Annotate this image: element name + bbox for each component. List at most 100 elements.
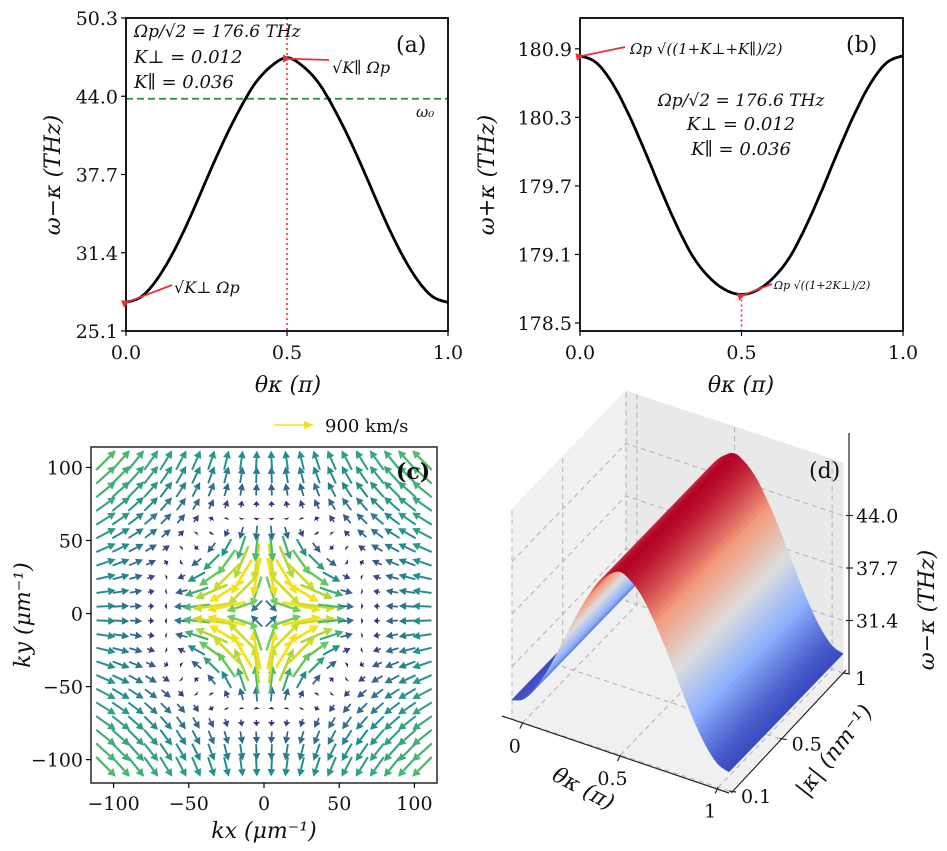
panel-d-3d-axes: 31.4 37.7 44.0 0 0.5 1 0.1 0.5 1 <box>501 389 898 822</box>
quiver-arrow-shaft <box>285 457 289 470</box>
quiver-arrow <box>95 512 116 526</box>
quiver-arrow-head <box>121 512 130 521</box>
quiver-arrow-shaft <box>389 501 401 512</box>
quiver-arrow-head <box>412 722 421 731</box>
annotation-min-arrow <box>736 283 773 301</box>
quiver-arrow <box>398 587 416 596</box>
quiver-arrow <box>398 660 416 669</box>
quiver-arrow-head <box>209 625 220 634</box>
quiver-arrow-head <box>107 768 116 777</box>
quiver-arrow-shaft <box>374 729 385 741</box>
quiver-arrow <box>207 450 216 471</box>
quiver-arrow-shaft <box>373 756 385 772</box>
y-tick-label: 37.7 <box>76 165 118 187</box>
quiver-arrow-head <box>356 706 365 714</box>
x-tick-label: 0.5 <box>726 342 756 364</box>
quiver-arrow-head <box>135 450 145 460</box>
quiver-arrow-head <box>371 660 380 668</box>
quiver-arrow-head <box>121 543 130 551</box>
quiver-arrow-head <box>223 517 230 521</box>
quiver-arrow-shaft <box>388 470 401 485</box>
quiver-arrow-head <box>135 497 144 505</box>
quiver-arrow-head <box>398 617 407 625</box>
quiver-arrow-shaft <box>128 561 137 567</box>
quiver-arrow-shaft <box>404 687 417 697</box>
quiver-arrow <box>298 499 306 509</box>
quiver-arrow-shaft <box>146 576 150 580</box>
k-tick <box>842 672 851 675</box>
quiver-arrow-head <box>178 545 183 551</box>
quiver-arrow-head <box>314 720 321 728</box>
quiver-arrow <box>164 646 168 653</box>
quiver-arrow <box>217 652 237 678</box>
quiver-arrow-head <box>207 614 217 624</box>
quiver-arrow-shaft <box>208 504 212 510</box>
quiver-arrow-head <box>355 768 364 777</box>
quiver-arrow-head <box>337 616 346 625</box>
quiver-arrow-head <box>357 529 365 537</box>
quiver-arrow-shaft <box>299 583 326 597</box>
quiver-arrow-shaft <box>403 515 417 526</box>
quiver-arrow-shaft <box>211 542 216 548</box>
quiver-arrow-shaft <box>417 470 433 485</box>
quiver-arrow-shaft <box>159 756 170 771</box>
quiver-arrow-shaft <box>95 687 110 697</box>
quiver-arrow-head <box>187 574 197 582</box>
quiver-arrow-shaft <box>347 690 351 694</box>
quiver-arrow <box>329 531 335 536</box>
quiver-arrow <box>383 742 401 762</box>
quiver-arrow-head <box>312 752 320 761</box>
quiver-arrow <box>143 497 158 512</box>
quiver-arrow-head <box>323 591 333 600</box>
quiver-arrow <box>268 720 275 727</box>
quiver-arrow <box>370 688 384 699</box>
quiver-arrow <box>237 757 246 777</box>
quiver-arrow <box>252 525 261 541</box>
param-k-par: K∥ = 0.036 <box>690 139 791 160</box>
quiver-arrow-shaft <box>307 553 320 566</box>
quiver-arrow-head <box>195 627 205 636</box>
quiver-arrow-head <box>341 466 349 475</box>
quiver-arrow-shaft <box>196 557 202 563</box>
quiver-arrow-head <box>383 450 393 460</box>
quiver-arrow-shaft <box>201 602 231 609</box>
quiver-arrow-head <box>121 528 130 536</box>
quiver-arrow <box>207 743 216 761</box>
quiver-arrow <box>165 632 168 639</box>
quiver-arrow <box>412 617 432 625</box>
quiver-arrow <box>357 689 367 698</box>
quiver-arrow <box>207 717 214 728</box>
x-tick-label: −50 <box>169 793 209 815</box>
quiver-arrow <box>373 588 381 596</box>
quiver-arrow-head <box>385 646 394 654</box>
quiver-arrow-head <box>135 528 144 536</box>
quiver-arrow-head <box>148 559 157 567</box>
quiver-arrow <box>278 545 295 579</box>
quiver-arrow-shaft <box>96 575 109 581</box>
quiver-arrow-head <box>223 466 231 475</box>
quiver-arrow-shaft <box>255 457 258 470</box>
quiver-arrow-shaft <box>378 576 382 580</box>
quiver-arrow-head <box>398 676 407 684</box>
quiver-arrow-head <box>250 620 259 630</box>
panel-b-plot-area: 0.0 0.5 1.0 178.5 179.1 179.7 180.3 180.9 <box>518 17 918 364</box>
quiver-arrow-shaft <box>175 487 184 498</box>
quiver-arrow-head <box>177 530 184 537</box>
quiver-arrow-shaft <box>316 717 320 723</box>
quiver-arrow-head <box>327 736 335 746</box>
quiver-arrow-head <box>284 667 292 677</box>
quiver-arrow-head <box>194 544 200 550</box>
quiver-arrow-head <box>369 768 378 777</box>
quiver-arrow-head <box>121 661 130 669</box>
quiver-arrow-shaft <box>281 600 313 610</box>
quiver-arrow-shaft <box>389 688 401 696</box>
quiver-arrow-head <box>207 603 217 613</box>
quiver-arrow <box>283 625 319 647</box>
quiver-arrow-shaft <box>238 535 247 553</box>
quiver-arrow-shaft <box>340 589 347 593</box>
quiver-arrow <box>95 542 116 553</box>
quiver-arrow-head <box>192 515 199 522</box>
quiver-arrow <box>384 674 400 684</box>
quiver-arrow-head <box>228 595 238 605</box>
quiver-arrow-shaft <box>143 742 155 756</box>
